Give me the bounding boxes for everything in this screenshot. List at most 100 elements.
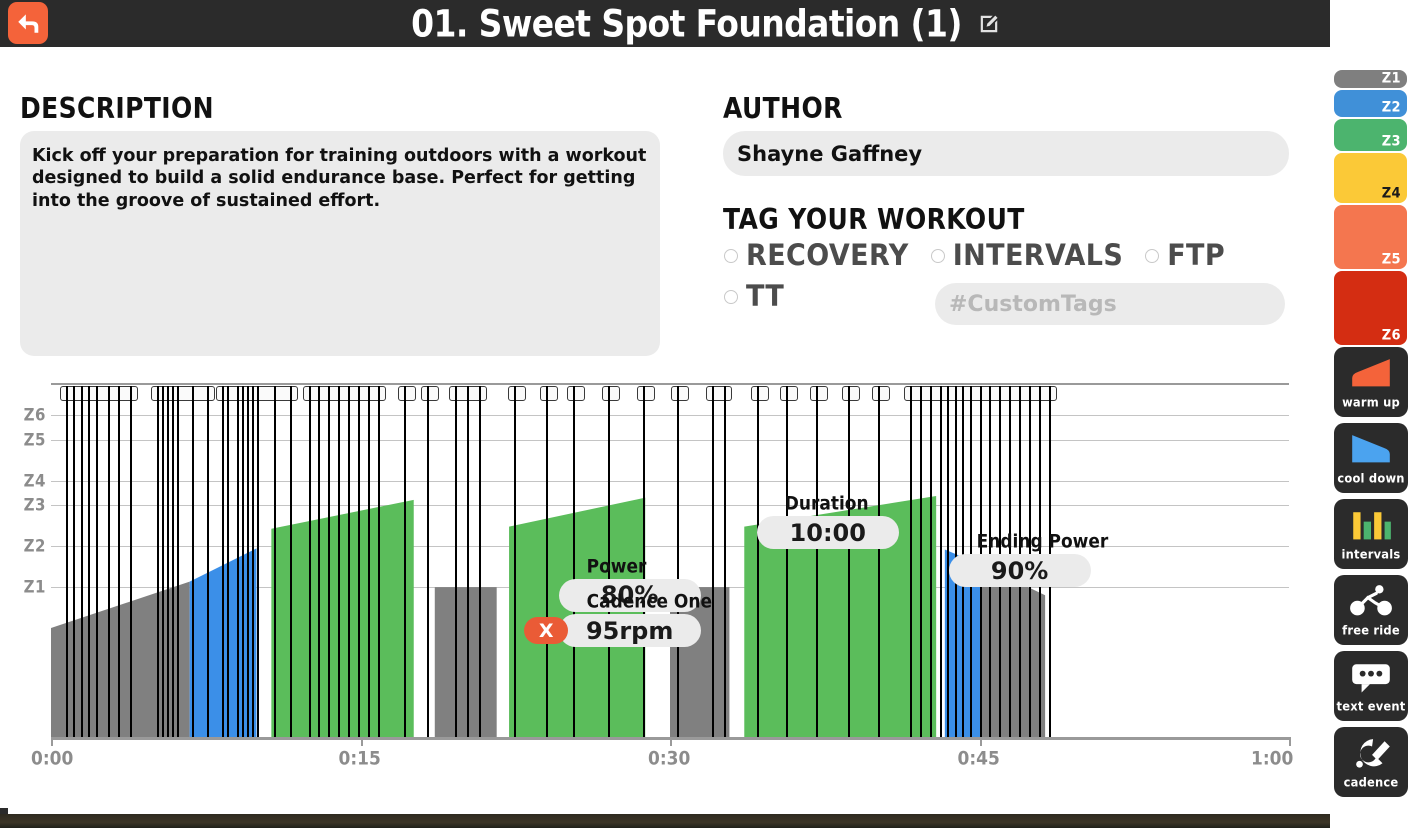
- text-event-line[interactable]: [73, 395, 76, 737]
- text-event-tag[interactable]: [302, 386, 386, 401]
- text-event-line[interactable]: [454, 395, 457, 737]
- text-event-line[interactable]: [514, 395, 516, 737]
- text-event-line[interactable]: [289, 395, 292, 737]
- text-event-line[interactable]: [939, 395, 942, 737]
- text-event-line[interactable]: [95, 395, 98, 737]
- delete-segment-button[interactable]: X: [524, 617, 569, 645]
- text-event-tag[interactable]: [706, 386, 733, 401]
- text-event-line[interactable]: [546, 395, 549, 737]
- tool-button-cadence[interactable]: cadence: [1334, 727, 1408, 797]
- segment-cooldown-gray[interactable]: [981, 565, 1046, 737]
- segment-recovery-1[interactable]: [434, 587, 497, 737]
- zone-button-z6[interactable]: Z6: [1334, 271, 1407, 345]
- radio-recovery[interactable]: [724, 248, 738, 263]
- text-event-line[interactable]: [348, 395, 351, 737]
- text-event-line[interactable]: [403, 395, 406, 737]
- text-event-tag[interactable]: [636, 386, 655, 401]
- text-event-tag[interactable]: [151, 386, 215, 401]
- text-event-line[interactable]: [929, 395, 932, 737]
- custom-tags-input[interactable]: #CustomTags: [935, 283, 1285, 325]
- text-event-line[interactable]: [920, 395, 923, 737]
- text-event-line[interactable]: [573, 395, 576, 737]
- text-event-tag[interactable]: [421, 386, 440, 401]
- tag-option-intervals[interactable]: INTERVALS: [930, 238, 1124, 273]
- tool-button-warm-up[interactable]: warm up: [1334, 347, 1408, 417]
- text-event-line[interactable]: [947, 395, 950, 737]
- text-event-line[interactable]: [877, 395, 880, 737]
- edit-pencil-icon[interactable]: [978, 13, 1000, 35]
- text-event-line[interactable]: [65, 395, 68, 737]
- text-event-line[interactable]: [756, 395, 759, 737]
- text-event-line[interactable]: [642, 395, 645, 737]
- tooltip-value-cadence-one[interactable]: 95rpm: [558, 614, 701, 648]
- text-event-line[interactable]: [80, 395, 83, 737]
- text-event-line[interactable]: [816, 395, 819, 737]
- tool-button-intervals[interactable]: intervals: [1334, 499, 1408, 569]
- text-event-line[interactable]: [273, 395, 276, 737]
- text-event-tag[interactable]: [508, 386, 526, 401]
- back-button[interactable]: [8, 2, 48, 44]
- text-event-line[interactable]: [427, 395, 430, 737]
- text-event-tag[interactable]: [780, 386, 799, 401]
- text-event-line[interactable]: [466, 395, 469, 737]
- text-event-line[interactable]: [162, 395, 165, 737]
- segment-sweetspot-3[interactable]: [744, 496, 937, 737]
- zone-button-z5[interactable]: Z5: [1334, 205, 1407, 269]
- tooltip-value-power[interactable]: 80%: [558, 578, 701, 612]
- text-event-line[interactable]: [157, 395, 160, 737]
- text-event-line[interactable]: [192, 395, 195, 737]
- zone-button-z1[interactable]: Z1: [1334, 70, 1407, 88]
- radio-intervals[interactable]: [930, 248, 945, 263]
- text-event-line[interactable]: [338, 395, 341, 737]
- text-event-line[interactable]: [848, 395, 851, 737]
- text-event-line[interactable]: [167, 395, 170, 737]
- text-event-line[interactable]: [117, 395, 120, 737]
- author-field[interactable]: Shayne Gaffney: [723, 131, 1289, 176]
- text-event-tag[interactable]: [59, 386, 139, 401]
- text-event-line[interactable]: [246, 395, 249, 737]
- radio-tt[interactable]: [724, 289, 738, 304]
- text-event-line[interactable]: [358, 395, 361, 737]
- zone-button-z3[interactable]: Z3: [1334, 119, 1407, 151]
- segment-sweetspot-1[interactable]: [271, 499, 414, 737]
- radio-ftp[interactable]: [1145, 248, 1160, 263]
- text-event-line[interactable]: [328, 395, 331, 737]
- tool-button-cool-down[interactable]: cool down: [1334, 423, 1408, 493]
- text-event-line[interactable]: [88, 395, 91, 737]
- text-event-tag[interactable]: [810, 386, 829, 401]
- text-event-line[interactable]: [226, 395, 229, 737]
- text-event-tag[interactable]: [750, 386, 769, 401]
- text-event-line[interactable]: [251, 395, 254, 737]
- text-event-line[interactable]: [172, 395, 175, 737]
- text-event-line[interactable]: [479, 395, 482, 737]
- text-event-tag[interactable]: [567, 386, 586, 401]
- text-event-line[interactable]: [177, 395, 180, 737]
- workout-chart[interactable]: Z1 Z2 Z3 Z4 Z5 Z6 Power 80% Cadence One 95rpm Dura…: [0, 375, 1320, 745]
- text-event-line[interactable]: [786, 395, 789, 737]
- text-event-line[interactable]: [130, 395, 133, 737]
- text-event-line[interactable]: [241, 395, 244, 737]
- text-event-line[interactable]: [206, 395, 209, 737]
- text-event-line[interactable]: [677, 395, 680, 737]
- text-event-tag[interactable]: [540, 386, 559, 401]
- tag-option-recovery[interactable]: RECOVERY: [724, 238, 909, 273]
- text-event-tag[interactable]: [842, 386, 861, 401]
- text-event-line[interactable]: [608, 395, 611, 737]
- tag-option-tt[interactable]: TT: [724, 279, 784, 314]
- text-event-line[interactable]: [107, 395, 110, 737]
- zone-button-z2[interactable]: Z2: [1334, 90, 1407, 117]
- text-event-line[interactable]: [256, 395, 259, 737]
- zone-button-z4[interactable]: Z4: [1334, 153, 1407, 203]
- tool-button-free-ride[interactable]: free ride: [1334, 575, 1408, 645]
- tool-button-text-event[interactable]: text event: [1334, 651, 1408, 721]
- chart-segments[interactable]: [0, 375, 1320, 745]
- tooltip-value-ending-power[interactable]: 90%: [948, 554, 1091, 588]
- text-event-tag[interactable]: [602, 386, 621, 401]
- text-event-line[interactable]: [724, 395, 727, 737]
- text-event-line[interactable]: [236, 395, 239, 737]
- segment-warmup-gray[interactable]: [51, 581, 190, 737]
- text-event-line[interactable]: [367, 395, 370, 737]
- tag-option-ftp[interactable]: FTP: [1145, 238, 1225, 273]
- text-event-tag[interactable]: [871, 386, 890, 401]
- text-event-line[interactable]: [712, 395, 715, 737]
